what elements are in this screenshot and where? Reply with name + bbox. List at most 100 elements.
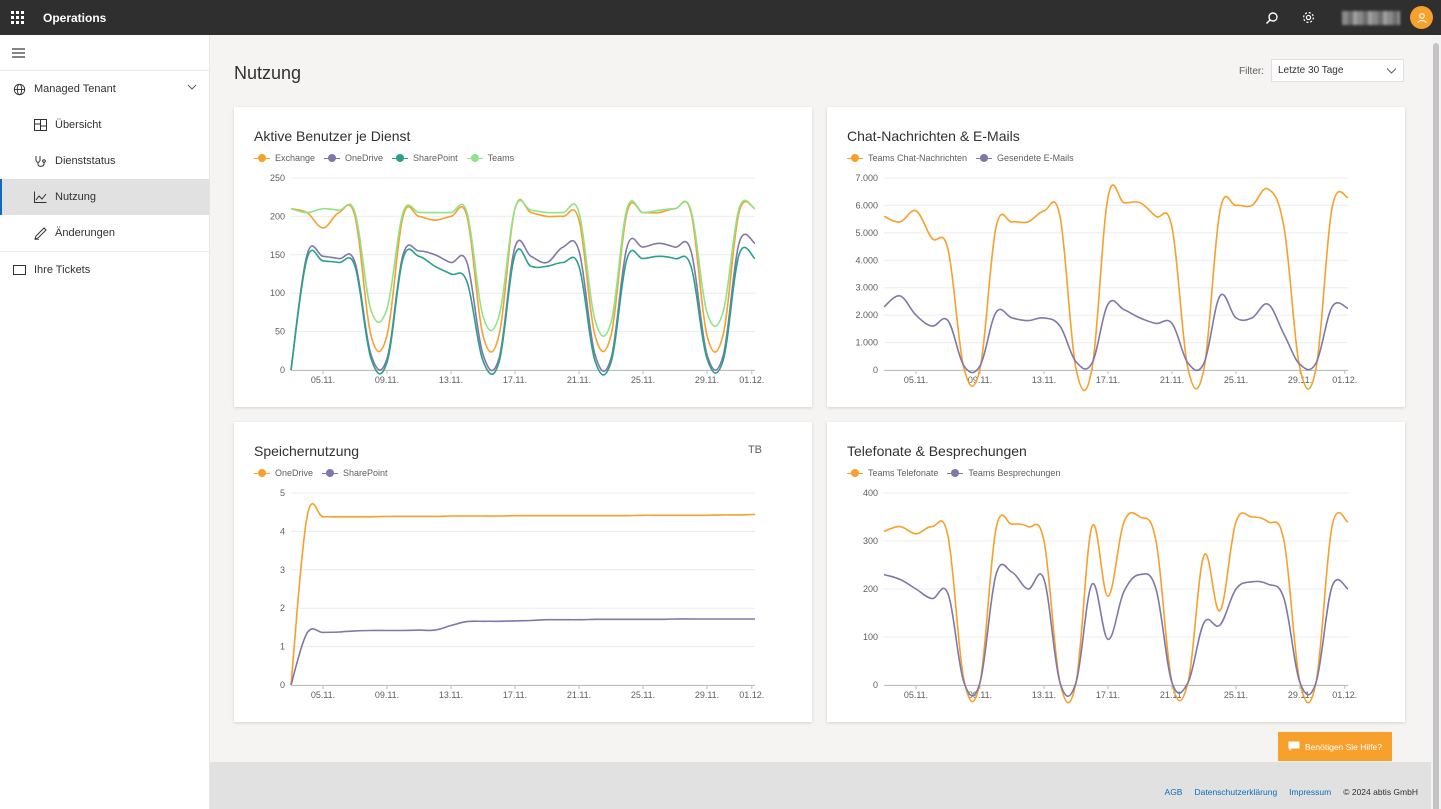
legend-item[interactable]: SharePoint [322, 468, 388, 478]
y-tick-label: 4 [280, 526, 285, 536]
search-button[interactable] [1254, 0, 1290, 35]
chart-legend: Teams Chat-Nachrichten Gesendete E-Mails [847, 153, 1083, 163]
chart-card-aktive-benutzer: Aktive Benutzer je Dienst Exchange OneDri… [234, 107, 812, 407]
legend-item[interactable]: OneDrive [254, 468, 313, 478]
chart-card-chat-emails: Chat-Nachrichten & E-Mails Teams Chat-Na… [827, 107, 1405, 407]
filter-dropdown[interactable]: Letzte 30 Tage [1271, 59, 1404, 82]
chart-title: Chat-Nachrichten & E-Mails [847, 128, 1020, 144]
x-tick-label: 09.11. [375, 690, 399, 700]
footer-link-agb[interactable]: AGB [1164, 787, 1183, 797]
x-tick-label: 01.12. [1332, 690, 1357, 700]
chart-title: Aktive Benutzer je Dienst [254, 128, 411, 144]
chart-legend: Exchange OneDrive SharePoint Teams [254, 153, 523, 163]
legend-item[interactable]: Teams Telefonate [847, 468, 938, 478]
sidebar-item-uebersicht[interactable]: Übersicht [0, 107, 209, 143]
scrollbar-thumb[interactable] [1433, 43, 1439, 809]
x-tick-label: 17.11. [503, 375, 527, 385]
sidebar-nav: Managed Tenant Übersicht Dienststatus Nu… [0, 71, 209, 288]
x-tick-label: 21.11. [1160, 375, 1184, 385]
x-tick-label: 17.11. [503, 690, 527, 700]
menu-toggle-button[interactable] [0, 35, 209, 71]
help-button[interactable]: Benötigen Sie Hilfe? [1278, 732, 1392, 761]
y-tick-label: 3 [280, 565, 285, 575]
x-tick-label: 05.11. [311, 375, 335, 385]
series-line [883, 184, 1349, 392]
chart-plot: 0 1.000 2.000 3.000 4.000 5.000 6.000 7.000 05.1… [855, 173, 1357, 392]
sidebar-item-aenderungen[interactable]: Änderungen [0, 215, 209, 251]
x-tick-label: 05.11. [904, 690, 928, 700]
filter-selected-value: Letzte 30 Tage [1278, 65, 1344, 76]
filter-label: Filter: [1239, 66, 1264, 77]
legend-swatch [847, 154, 863, 162]
sidebar-item-dienststatus[interactable]: Dienststatus [0, 143, 209, 179]
footer-copyright: © 2024 abtis GmbH [1343, 787, 1418, 797]
chart-plot: 0 50 100 150 200 250 05.11. 09.11. 13.11. 17.11. 2… [270, 173, 764, 385]
chart-card-speichernutzung: Speichernutzung TB OneDrive SharePoint 0 1… [234, 422, 812, 722]
x-tick-label: 29.11. [1288, 690, 1312, 700]
person-icon [1416, 12, 1427, 23]
chart-unit: TB [747, 444, 762, 456]
series-line [290, 502, 756, 686]
series-line [290, 246, 756, 376]
y-tick-label: 0 [873, 680, 878, 690]
y-tick-label: 0 [280, 680, 285, 690]
app-launcher-button[interactable] [0, 0, 35, 35]
sidebar-item-label: Übersicht [55, 119, 102, 131]
x-tick-label: 13.11. [439, 690, 463, 700]
legend-label: OneDrive [275, 468, 314, 478]
footer-link-impressum[interactable]: Impressum [1289, 787, 1332, 797]
legend-swatch [254, 469, 270, 477]
sidebar-group-managed-tenant[interactable]: Managed Tenant [0, 71, 209, 107]
x-tick-label: 29.11. [1288, 375, 1312, 385]
legend-item[interactable]: Teams [466, 153, 515, 163]
x-tick-label: 29.11. [695, 375, 719, 385]
chart-title: Speichernutzung [254, 443, 360, 459]
legend-swatch [392, 154, 409, 162]
dashboard-icon [33, 118, 47, 132]
x-tick-label: 25.11. [631, 375, 655, 385]
gear-icon [1302, 12, 1314, 23]
top-bar: Operations [0, 0, 1441, 35]
legend-item[interactable]: Teams Besprechungen [947, 468, 1060, 478]
legend-item[interactable]: SharePoint [392, 153, 458, 163]
y-tick-label: 2.000 [855, 310, 878, 320]
scrollbar[interactable] [1431, 35, 1441, 809]
x-tick-label: 25.11. [1224, 690, 1248, 700]
footer-link-datenschutz[interactable]: Datenschutzerklärung [1194, 787, 1278, 797]
y-tick-label: 100 [863, 632, 878, 642]
y-tick-label: 4.000 [855, 255, 878, 265]
legend-swatch [466, 154, 483, 162]
sidebar-group-label: Managed Tenant [34, 83, 116, 95]
x-tick-label: 13.11. [1032, 690, 1056, 700]
legend-item[interactable]: Exchange [254, 153, 315, 163]
y-tick-label: 7.000 [855, 173, 878, 183]
y-tick-label: 1 [280, 642, 285, 652]
y-tick-label: 0 [280, 365, 285, 375]
legend-swatch [947, 469, 964, 477]
chart-legend: OneDrive SharePoint [254, 468, 397, 478]
sidebar-item-nutzung[interactable]: Nutzung [0, 179, 209, 215]
stethoscope-icon [33, 154, 47, 168]
series-line [290, 618, 755, 686]
chevron-down-icon [187, 84, 197, 90]
x-tick-label: 21.11. [567, 375, 591, 385]
x-tick-label: 13.11. [439, 375, 463, 385]
legend-item[interactable]: Teams Chat-Nachrichten [847, 153, 967, 163]
legend-label: Teams [487, 153, 515, 163]
legend-swatch [322, 469, 339, 477]
x-tick-label: 05.11. [311, 690, 335, 700]
settings-button[interactable] [1290, 0, 1326, 35]
y-tick-label: 5 [280, 488, 285, 498]
ticket-icon [12, 263, 26, 277]
legend-item[interactable]: OneDrive [324, 153, 383, 163]
hamburger-icon [12, 47, 25, 58]
chart-icon [33, 190, 47, 204]
x-tick-label: 01.12. [739, 375, 764, 385]
x-tick-label: 13.11. [1032, 375, 1056, 385]
series-line [883, 293, 1349, 374]
sidebar-item-tickets[interactable]: Ihre Tickets [0, 252, 209, 288]
x-tick-label: 17.11. [1096, 375, 1120, 385]
legend-label: OneDrive [345, 153, 384, 163]
legend-item[interactable]: Gesendete E-Mails [976, 153, 1074, 163]
avatar[interactable] [1410, 6, 1433, 29]
